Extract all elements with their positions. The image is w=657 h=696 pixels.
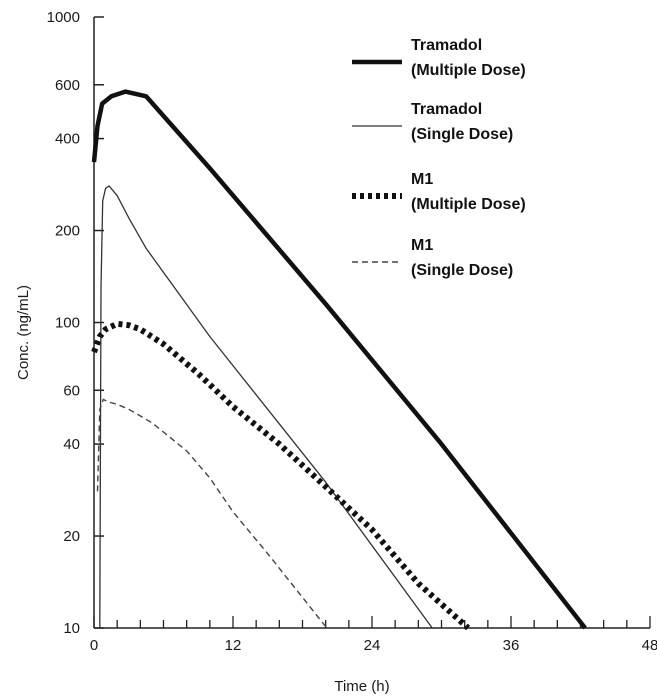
legend: Tramadol (Multiple Dose) Tramadol (Single D… xyxy=(352,37,526,279)
series-line-1 xyxy=(91,89,587,630)
y-tick-label: 100 xyxy=(55,315,80,332)
series-line-3 xyxy=(91,320,471,631)
legend-label-3: (Multiple Dose) xyxy=(411,196,526,213)
x-tick-label: 48 xyxy=(642,637,657,654)
series-line-2 xyxy=(99,185,433,629)
y-tick-label: 20 xyxy=(63,528,80,545)
legend-label-1: Tramadol xyxy=(411,37,482,54)
y-tick-label: 200 xyxy=(55,223,80,240)
y-ticks: 10 20 40 60 100 200 400 600 1000 xyxy=(47,9,104,637)
y-tick-label: 1000 xyxy=(47,9,80,26)
y-tick-label: 40 xyxy=(63,436,80,453)
x-tick-label: 0 xyxy=(90,637,98,654)
x-tick-label: 12 xyxy=(225,637,242,654)
y-axis-title: Conc. (ng/mL) xyxy=(15,285,32,380)
axes: 10 20 40 60 100 200 400 600 1000 0 12 24 36 48 xyxy=(47,9,657,654)
legend-label-3: M1 xyxy=(411,171,433,188)
legend-label-2: Tramadol xyxy=(411,101,482,118)
series-line-4 xyxy=(96,398,328,629)
series-layer xyxy=(91,89,587,631)
x-ticks: 0 12 24 36 48 xyxy=(90,616,657,654)
y-tick-label: 60 xyxy=(63,382,80,399)
legend-label-4: M1 xyxy=(411,237,433,254)
legend-label-4: (Single Dose) xyxy=(411,262,513,279)
legend-label-1: (Multiple Dose) xyxy=(411,62,526,79)
x-tick-label: 24 xyxy=(364,637,381,654)
y-tick-label: 400 xyxy=(55,131,80,148)
x-axis-title: Time (h) xyxy=(334,678,389,695)
y-tick-label: 600 xyxy=(55,77,80,94)
legend-label-2: (Single Dose) xyxy=(411,126,513,143)
y-tick-label: 10 xyxy=(63,620,80,637)
x-tick-label: 36 xyxy=(503,637,520,654)
